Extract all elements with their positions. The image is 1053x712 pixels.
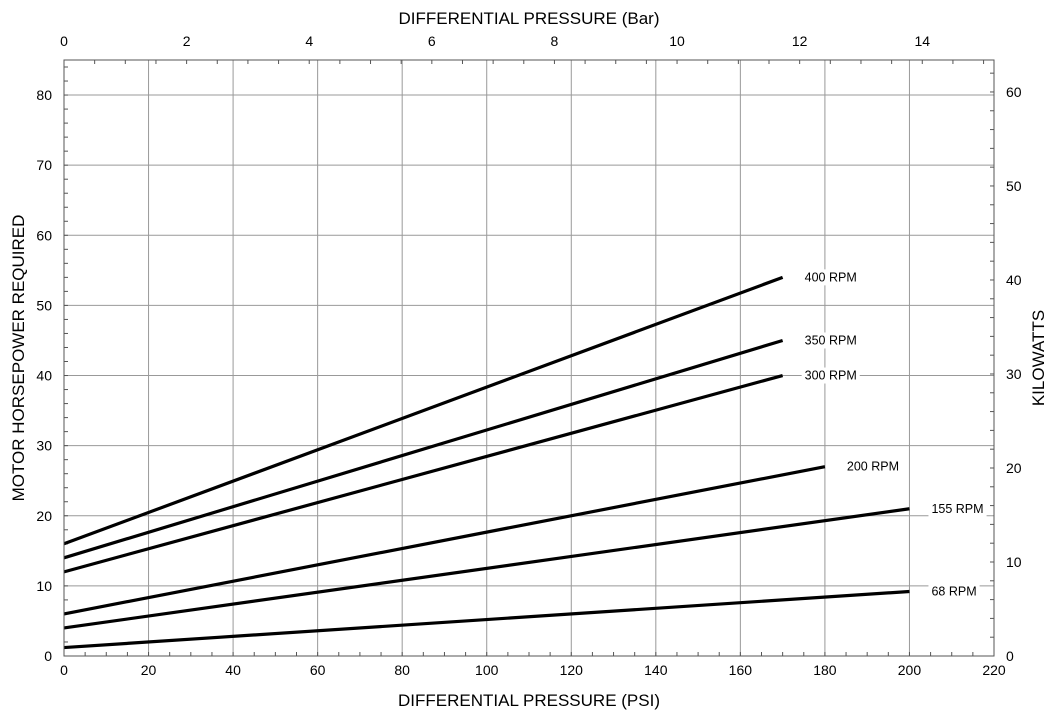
- y2-tick-label: 10: [1006, 554, 1022, 570]
- y2-tick-label: 60: [1006, 84, 1022, 100]
- plot-area: [64, 60, 994, 656]
- x-axis-title: DIFFERENTIAL PRESSURE (PSI): [398, 691, 660, 710]
- series-line: [63, 275, 784, 546]
- series-label: 400 RPM: [805, 270, 857, 284]
- x-tick-label: 160: [729, 662, 753, 678]
- series-label-background: [801, 332, 860, 349]
- series-label-background: [801, 367, 860, 384]
- series-label: 350 RPM: [805, 333, 857, 347]
- y-tick-label: 60: [36, 227, 52, 243]
- series-line: [63, 589, 910, 650]
- right-y-axis-title: KILOWATTS: [1029, 310, 1048, 406]
- y-tick-label: 30: [36, 438, 52, 454]
- x-tick-label: 220: [982, 662, 1006, 678]
- y-tick-label: 50: [36, 297, 52, 313]
- top-x-axis-title: DIFFERENTIAL PRESSURE (Bar): [398, 9, 659, 28]
- series-line: [63, 507, 910, 630]
- y2-tick-label: 40: [1006, 272, 1022, 288]
- x-tick-label: 140: [644, 662, 668, 678]
- x-tick-label: 60: [310, 662, 326, 678]
- y-tick-label: 0: [44, 648, 52, 664]
- x-tick-label: 80: [394, 662, 410, 678]
- x-tick-label: 120: [560, 662, 584, 678]
- x2-tick-label: 4: [305, 33, 313, 49]
- tick-labels: 0 20 40 60 80 100 120 140 160 180 200 2200102030405…: [36, 33, 1021, 678]
- x-tick-label: 100: [475, 662, 499, 678]
- y2-tick-label: 50: [1006, 178, 1022, 194]
- y-tick-label: 70: [36, 157, 52, 173]
- y-tick-label: 20: [36, 508, 52, 524]
- plot-frame: [63, 59, 995, 657]
- y-axis-title: MOTOR HORSEPOWER REQUIRED: [9, 215, 28, 502]
- y2-tick-label: 20: [1006, 460, 1022, 476]
- y-tick-label: 80: [36, 87, 52, 103]
- series-lines: [63, 275, 910, 650]
- series-line: [63, 338, 784, 560]
- series-label-background: [801, 269, 860, 286]
- x-tick-label: 0: [60, 662, 68, 678]
- x2-tick-label: 2: [183, 33, 191, 49]
- x2-tick-label: 10: [669, 33, 685, 49]
- x2-tick-label: 8: [551, 33, 559, 49]
- y2-tick-label: 0: [1006, 648, 1014, 664]
- y-tick-label: 10: [36, 578, 52, 594]
- series-label: 68 RPM: [931, 584, 976, 598]
- series-label: 200 RPM: [847, 460, 899, 474]
- series-label-background: [928, 583, 980, 600]
- x2-tick-label: 12: [792, 33, 808, 49]
- series-label: 155 RPM: [931, 502, 983, 516]
- y-tick-label: 40: [36, 368, 52, 384]
- series-label-background: [928, 500, 987, 517]
- x2-tick-label: 6: [428, 33, 436, 49]
- series-label-background: [843, 458, 903, 475]
- x2-tick-label: 14: [914, 33, 930, 49]
- x-tick-label: 200: [898, 662, 922, 678]
- x-tick-label: 180: [813, 662, 837, 678]
- x-tick-label: 40: [225, 662, 241, 678]
- series-line: [63, 373, 784, 574]
- series-line: [63, 465, 826, 616]
- x2-tick-label: 0: [60, 33, 68, 49]
- y2-tick-label: 30: [1006, 366, 1022, 382]
- x-tick-label: 20: [141, 662, 157, 678]
- series-label: 300 RPM: [805, 369, 857, 383]
